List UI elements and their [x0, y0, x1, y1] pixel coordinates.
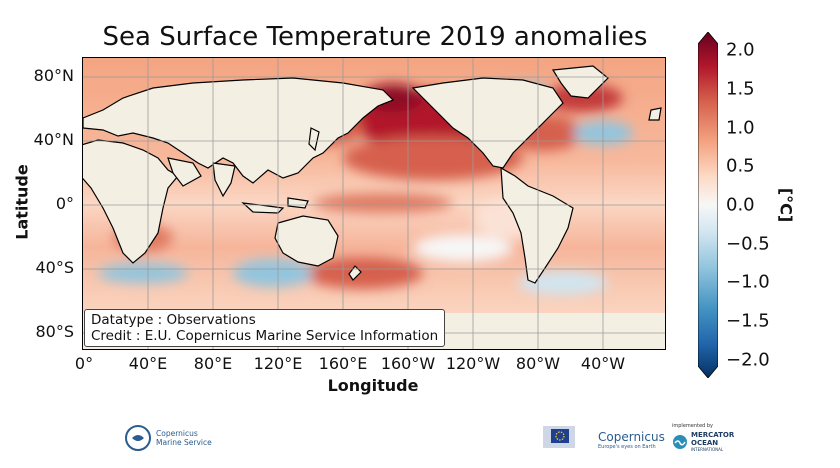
info-box: Datatype : Observations Credit : E.U. Co…	[84, 309, 446, 347]
chart-title: Sea Surface Temperature 2019 anomalies	[102, 22, 648, 52]
y-axis-label: Latitude	[12, 164, 32, 240]
cbar-tick-neg2.0: −2.0	[726, 349, 770, 371]
xtick-40e: 40°E	[128, 354, 168, 373]
xtick-120w: 120°W	[445, 354, 501, 373]
copernicus-marine-logo: Copernicus Marine Service	[124, 424, 212, 452]
copernicus-logo: Copernicus Europe's eyes on Earth	[598, 430, 665, 450]
mercator-logo: implemented by MERCATOR OCEAN INTERNATIO…	[672, 423, 734, 452]
cbar-tick-1.0: 1.0	[726, 117, 755, 139]
ytick-80s: 80°S	[35, 322, 74, 341]
cbar-tick-0.5: 0.5	[726, 155, 755, 177]
cms-fish-icon	[125, 425, 151, 451]
cbar-tick-neg1.5: −1.5	[726, 310, 770, 332]
xtick-120e: 120°E	[253, 354, 303, 373]
eu-flag-icon	[543, 426, 575, 448]
credit-text: Credit : E.U. Copernicus Marine Service …	[91, 328, 439, 344]
xtick-160w: 160°W	[380, 354, 436, 373]
implemented-by-text: implemented by	[672, 423, 713, 429]
sst-anomaly-map	[83, 58, 665, 349]
ytick-40n: 40°N	[33, 130, 74, 149]
land-masses	[83, 65, 662, 284]
colorbar-label: [°C]	[776, 187, 796, 223]
xtick-80w: 80°W	[515, 354, 561, 373]
map-plot-area[interactable]	[82, 57, 666, 350]
cbar-tick-2.0: 2.0	[726, 39, 755, 61]
mercator-line2: OCEAN	[691, 439, 719, 447]
datatype-text: Datatype : Observations	[91, 312, 256, 328]
cbar-tick-0.0: 0.0	[726, 194, 755, 216]
cms-line1: Copernicus	[156, 429, 198, 438]
xtick-80e: 80°E	[193, 354, 233, 373]
copernicus-wordmark: Copernicus	[598, 430, 665, 444]
ytick-0: 0°	[55, 194, 74, 213]
copernicus-tagline: Europe's eyes on Earth	[598, 444, 656, 450]
graticule	[83, 58, 665, 349]
x-axis-label: Longitude	[327, 376, 419, 395]
ytick-80n: 80°N	[33, 66, 74, 85]
colorbar	[698, 32, 718, 378]
xtick-0: 0°	[74, 354, 94, 373]
xtick-160e: 160°E	[318, 354, 368, 373]
cbar-tick-neg1.0: −1.0	[726, 271, 770, 293]
mercator-wave-icon	[673, 434, 687, 449]
cbar-tick-neg0.5: −0.5	[726, 233, 770, 255]
cms-line2: Marine Service	[156, 438, 212, 447]
eu-logo	[543, 426, 575, 448]
mercator-line3: INTERNATIONAL	[691, 447, 724, 452]
ytick-40s: 40°S	[35, 258, 74, 277]
cbar-tick-1.5: 1.5	[726, 78, 755, 100]
mercator-line1: MERCATOR	[691, 431, 735, 439]
xtick-40w: 40°W	[580, 354, 626, 373]
